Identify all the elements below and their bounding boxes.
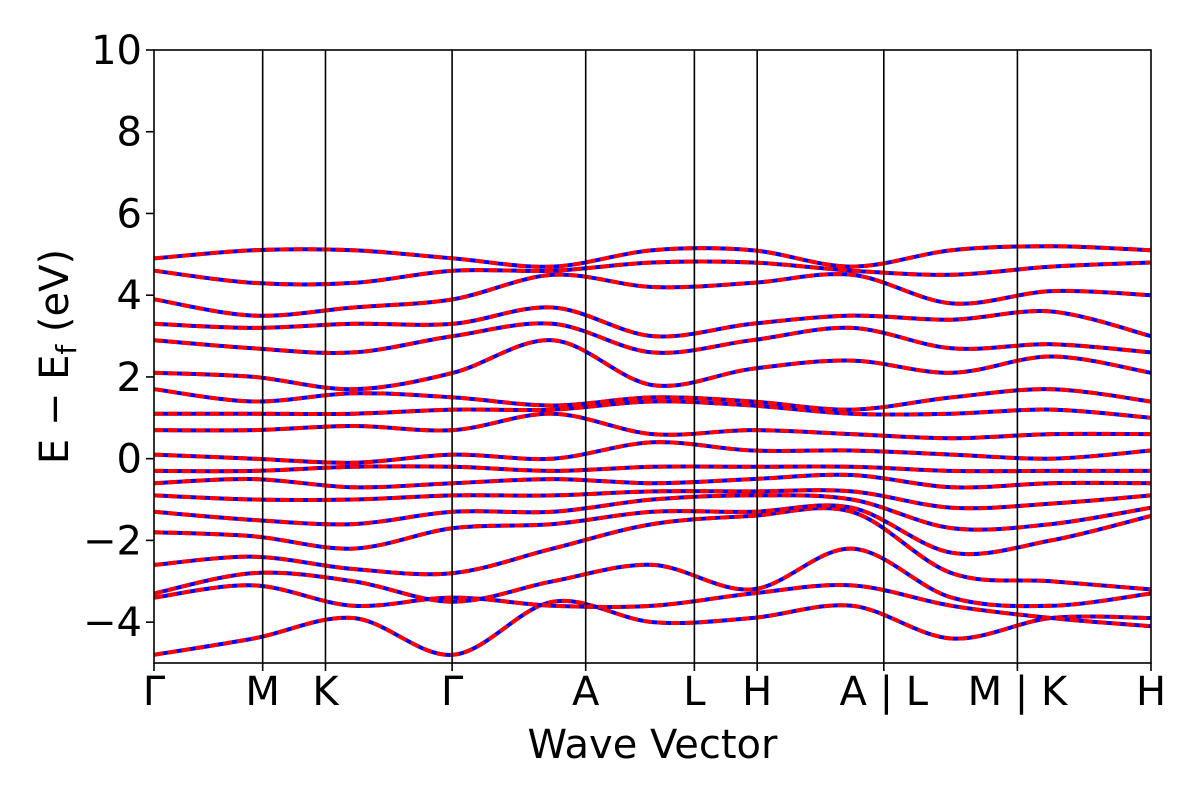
band-line-spin-up bbox=[153, 440, 1152, 465]
band-line-spin-up bbox=[153, 259, 1152, 287]
x-tick-label: Γ bbox=[143, 669, 166, 715]
band-line-spin-down bbox=[153, 488, 1152, 511]
y-tick-label: 4 bbox=[117, 273, 142, 319]
y-axis-label-subscript: f bbox=[50, 344, 83, 355]
bands-layer bbox=[153, 244, 1152, 657]
band-line-spin-down bbox=[153, 583, 1152, 629]
x-axis-label: Wave Vector bbox=[528, 722, 779, 768]
y-tick-label: −4 bbox=[83, 600, 142, 646]
y-tick-label: 2 bbox=[117, 355, 142, 401]
band-line-spin-down bbox=[153, 493, 1152, 532]
x-tick-label: H bbox=[742, 669, 772, 715]
x-tick-label: Γ bbox=[441, 669, 464, 715]
band-line-spin-up bbox=[153, 472, 1152, 490]
x-tick-label: A bbox=[572, 669, 600, 715]
y-axis-label-unit-text: (eV) bbox=[32, 249, 78, 332]
band-line-spin-down bbox=[153, 440, 1152, 465]
y-tick-label: 6 bbox=[117, 191, 142, 237]
band-line-spin-down bbox=[153, 598, 1152, 657]
band-line-spin-down bbox=[153, 272, 1152, 318]
band-line-spin-down bbox=[154, 399, 1152, 420]
y-tick-label: 8 bbox=[117, 110, 142, 156]
band-line-spin-down bbox=[153, 305, 1152, 339]
x-tick-label: M bbox=[245, 669, 280, 715]
y-axis-ticks: 10 8 6 4 2 0 −2 −4 bbox=[83, 28, 154, 646]
band-line-spin-down bbox=[153, 506, 1152, 592]
band-line-spin-up bbox=[153, 546, 1152, 609]
band-line-spin-down bbox=[153, 472, 1152, 490]
y-axis-label-unit bbox=[32, 332, 78, 345]
y-axis-label-main: E − E bbox=[32, 355, 78, 465]
band-line-spin-down bbox=[153, 464, 1151, 474]
band-line-spin-up bbox=[153, 387, 1152, 412]
band-line-spin-up bbox=[153, 338, 1152, 392]
band-line-spin-down bbox=[153, 411, 1152, 441]
y-tick-label: −2 bbox=[83, 518, 142, 564]
band-line-spin-down bbox=[153, 244, 1152, 269]
band-line-spin-up bbox=[153, 598, 1152, 657]
plot-frame bbox=[153, 49, 1152, 664]
band-line-spin-down bbox=[153, 321, 1152, 355]
x-tick-label: K bbox=[312, 669, 340, 715]
x-tick-label: L bbox=[683, 669, 706, 715]
band-line-spin-down bbox=[153, 387, 1152, 412]
y-tick-label: 0 bbox=[117, 437, 142, 483]
x-tick-label: H bbox=[1136, 669, 1166, 715]
band-line-spin-up bbox=[153, 411, 1152, 441]
band-line-spin-up bbox=[153, 272, 1152, 318]
y-axis-label: E − Ef (eV) bbox=[32, 249, 83, 464]
kpath-divider-lines bbox=[261, 50, 1019, 663]
x-tick-label: M | K bbox=[968, 669, 1069, 715]
x-tick-label: A | L bbox=[840, 669, 929, 715]
band-line-spin-down bbox=[153, 503, 1152, 557]
band-line-spin-up bbox=[153, 506, 1152, 592]
y-tick-label: 10 bbox=[91, 28, 142, 74]
band-line-spin-down bbox=[153, 546, 1152, 609]
band-line-spin-down bbox=[153, 259, 1152, 287]
